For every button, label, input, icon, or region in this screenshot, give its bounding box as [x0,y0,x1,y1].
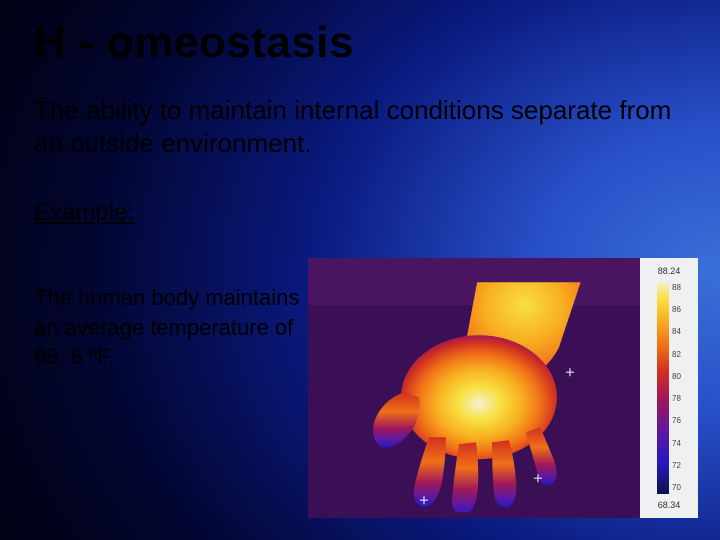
scale-tick: 80 [672,373,681,381]
scale-tick: 78 [672,395,681,403]
scale-tick: 74 [672,440,681,448]
scale-min-value: 68.34 [658,500,681,510]
slide-title: H - omeostasis [34,18,686,68]
definition-text: The ability to maintain internal conditi… [34,94,674,159]
thermal-hand-svg [334,282,614,512]
scale-tick: 76 [672,417,681,425]
scale-tick-labels: 88 86 84 82 80 78 76 74 72 70 [672,282,681,494]
scale-tick: 86 [672,306,681,314]
scale-tick: 84 [672,328,681,336]
example-label: Example: [34,199,686,227]
scale-tick: 70 [672,484,681,492]
scale-tick: 82 [672,351,681,359]
example-body-text: The human body maintains an average temp… [34,283,304,372]
scale-max-value: 88.24 [658,266,681,276]
slide-container: H - omeostasis The ability to maintain i… [0,0,720,540]
thermal-hand-image [308,258,640,518]
scale-bar-container: 88 86 84 82 80 78 76 74 72 70 [657,278,681,498]
thermal-scale-panel: 88.24 88 86 84 82 80 78 76 74 72 70 68.3… [640,258,698,518]
scale-tick: 88 [672,284,681,292]
thermal-image-panel: 88.24 88 86 84 82 80 78 76 74 72 70 68.3… [308,258,698,518]
scale-gradient-bar [657,282,669,494]
scale-tick: 72 [672,462,681,470]
